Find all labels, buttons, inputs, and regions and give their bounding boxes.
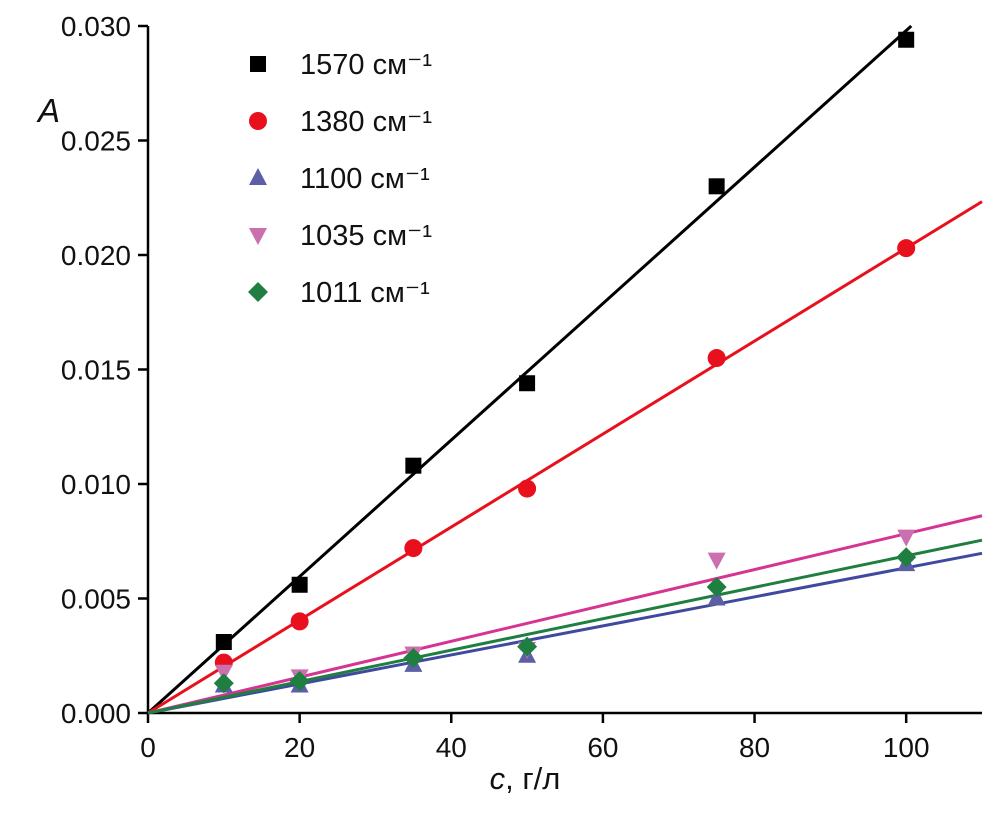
fit-lines xyxy=(146,24,983,715)
x-axis-label: c, г/л xyxy=(490,761,561,796)
data-point xyxy=(289,670,310,691)
x-tick-label: 40 xyxy=(436,732,467,763)
data-points xyxy=(213,31,917,694)
legend-item: 1570 см⁻¹ xyxy=(250,49,432,81)
y-tick-label: 0.025 xyxy=(61,126,131,157)
legend-label: 1380 см⁻¹ xyxy=(300,106,432,138)
series-1011- xyxy=(213,547,917,694)
fit-line xyxy=(146,24,913,715)
data-point xyxy=(519,375,536,392)
x-tick-label: 100 xyxy=(883,732,930,763)
legend-label: 1100 см⁻¹ xyxy=(300,163,430,195)
legend-label: 1011 см⁻¹ xyxy=(300,277,430,309)
y-tick-label: 0.015 xyxy=(61,355,131,386)
data-point xyxy=(215,634,232,651)
y-tick-label: 0.010 xyxy=(61,469,131,500)
data-point xyxy=(405,457,422,474)
data-point xyxy=(249,228,267,245)
x-tick-label: 20 xyxy=(284,732,315,763)
data-point xyxy=(248,282,268,302)
fit-line xyxy=(147,514,983,715)
x-tick-label: 80 xyxy=(739,732,770,763)
legend-item: 1380 см⁻¹ xyxy=(249,106,432,138)
data-point xyxy=(708,178,725,195)
y-tick-label: 0.030 xyxy=(61,11,131,42)
data-point xyxy=(249,168,267,185)
legend-item: 1035 см⁻¹ xyxy=(249,220,432,252)
data-point xyxy=(249,112,267,130)
y-tick-label: 0.000 xyxy=(61,698,131,729)
data-point xyxy=(291,576,308,593)
legend-item: 1011 см⁻¹ xyxy=(248,277,430,309)
data-point xyxy=(518,479,537,498)
data-point xyxy=(897,529,916,547)
y-axis-label: A xyxy=(36,92,60,129)
fit-line xyxy=(147,551,983,715)
legend-label: 1035 см⁻¹ xyxy=(300,220,432,252)
fit-line xyxy=(147,200,983,715)
data-point xyxy=(898,31,915,48)
tick-labels: 0 20 40 60 80 100 0.000 0.005 0.010 0.015 0.020 0.0… xyxy=(61,11,930,763)
legend-item: 1100 см⁻¹ xyxy=(249,163,430,195)
legend-label: 1570 см⁻¹ xyxy=(300,49,432,81)
data-point xyxy=(707,349,726,368)
y-tick-label: 0.020 xyxy=(61,240,131,271)
fit-line xyxy=(147,538,983,715)
series-1570- xyxy=(215,31,915,651)
data-point xyxy=(290,612,309,631)
data-point xyxy=(706,577,727,598)
data-point xyxy=(404,539,423,558)
data-point xyxy=(707,552,726,570)
data-point xyxy=(517,636,538,657)
x-tick-label: 0 xyxy=(140,732,156,763)
tick-marks xyxy=(138,24,908,723)
data-point xyxy=(250,56,266,72)
x-tick-label: 60 xyxy=(587,732,618,763)
axis-labels: Ac, г/л xyxy=(36,92,560,796)
data-point xyxy=(213,673,234,694)
data-point xyxy=(897,239,916,258)
legend: 1570 см⁻¹ 1380 см⁻¹ 1100 см⁻¹ 1035 см⁻¹ 1011… xyxy=(248,49,432,309)
data-point xyxy=(403,648,424,669)
y-tick-label: 0.005 xyxy=(61,584,131,615)
data-point xyxy=(896,547,917,568)
axes xyxy=(146,26,982,715)
